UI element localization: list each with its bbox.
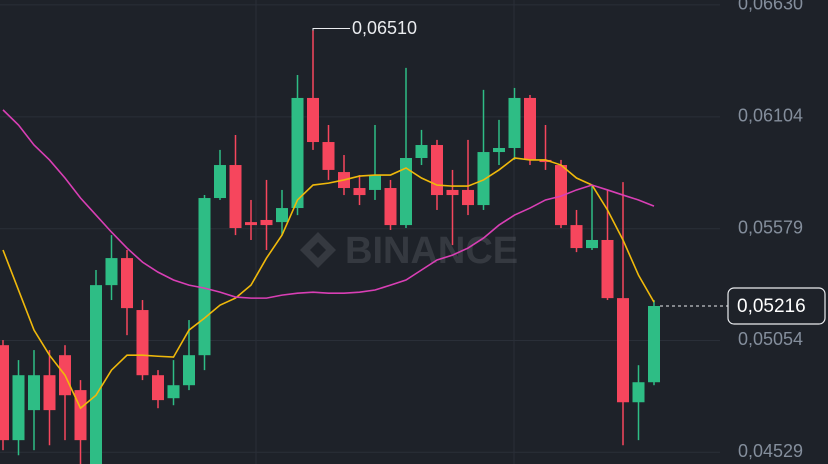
candle-body <box>167 385 180 399</box>
candle-body <box>183 355 195 386</box>
candle-body <box>524 97 536 160</box>
candle-body <box>632 382 645 403</box>
candle-body <box>400 158 412 226</box>
candle-body <box>648 305 660 383</box>
candle-body <box>43 375 56 411</box>
watermark-group: BINANCE <box>300 230 518 272</box>
y-tick-label: 0,06630 <box>738 0 803 14</box>
y-tick-label: 0,06104 <box>738 106 803 126</box>
watermark-logo <box>300 232 336 268</box>
ma-line <box>2 109 655 299</box>
candle-body <box>601 239 614 299</box>
candle-body <box>431 145 443 196</box>
last-price-label: 0,05216 <box>737 296 806 317</box>
candle-body <box>0 345 9 441</box>
candle-body <box>384 188 397 226</box>
ma-line <box>2 157 655 410</box>
candle-body <box>369 175 381 190</box>
candle-body <box>617 298 629 403</box>
candle-body <box>477 152 490 206</box>
y-tick-label: 0,04529 <box>738 441 803 461</box>
candle-body <box>508 97 521 148</box>
candle-body <box>415 145 428 159</box>
candle-body <box>260 219 273 226</box>
candle-body <box>446 189 459 196</box>
y-tick-label: 0,05579 <box>738 217 803 237</box>
candle-body <box>276 208 288 223</box>
high-pointer <box>312 27 350 31</box>
candle-body <box>353 188 366 196</box>
candle-body <box>539 159 552 163</box>
candle-body <box>198 198 211 356</box>
candle-body <box>307 97 319 143</box>
candle-body <box>493 147 505 153</box>
candle-body <box>322 142 335 170</box>
candle-body <box>105 258 118 286</box>
candle-body <box>121 258 133 309</box>
candle-body <box>214 165 226 199</box>
candle-body <box>245 222 257 226</box>
candle-body <box>229 165 242 229</box>
candle-body <box>28 375 40 411</box>
watermark: BINANCE <box>345 230 518 272</box>
y-tick-label: 0,05054 <box>738 329 803 349</box>
candle-body <box>12 375 25 441</box>
last-price-box <box>727 287 826 325</box>
candle-body <box>570 225 583 249</box>
candle-body <box>90 285 102 464</box>
candle-body <box>152 375 164 401</box>
high-label: 0,06510 <box>352 18 417 38</box>
candle-body <box>291 97 304 209</box>
candle-body <box>136 310 149 376</box>
candle-body <box>586 239 598 249</box>
candle-body <box>555 165 567 226</box>
candle-body <box>462 189 474 206</box>
